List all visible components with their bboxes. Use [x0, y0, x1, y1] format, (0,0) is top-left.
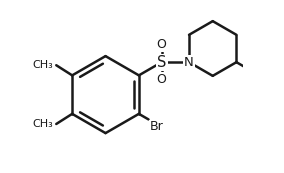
Text: Br: Br — [150, 120, 163, 133]
Text: O: O — [157, 73, 167, 86]
Text: S: S — [157, 55, 166, 70]
Text: O: O — [157, 38, 167, 51]
Text: CH₃: CH₃ — [33, 119, 54, 129]
Text: N: N — [184, 56, 194, 69]
Text: CH₃: CH₃ — [33, 60, 54, 70]
